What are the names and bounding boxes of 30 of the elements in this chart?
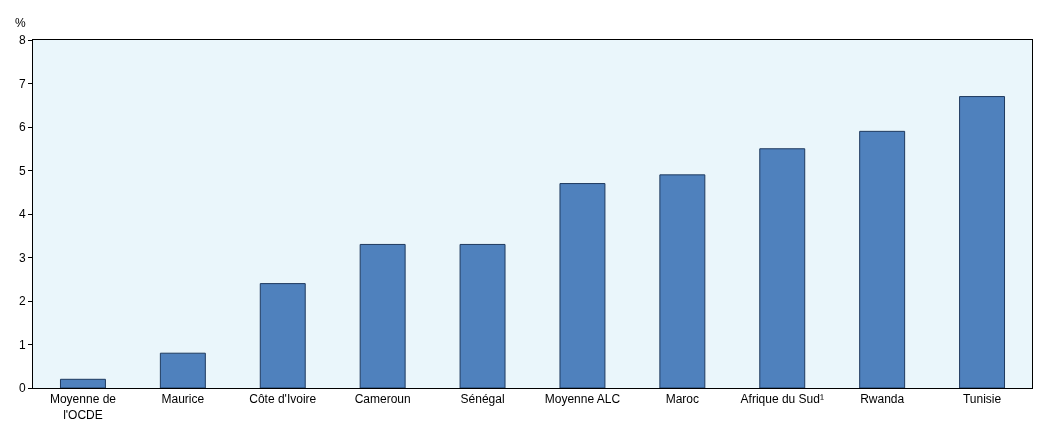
bar <box>259 283 306 388</box>
x-tick-label: Maurice <box>161 392 205 407</box>
x-tick-label: Moyenne de l'OCDE <box>49 392 117 422</box>
bar <box>359 243 406 388</box>
x-tick-label: Côte d'Ivoire <box>249 392 317 407</box>
x-tick-label: Moyenne ALC <box>544 392 621 407</box>
x-tick-label: Rwanda <box>860 392 905 407</box>
y-tick-label: 3 <box>18 250 26 265</box>
x-tick-label: Tunisie <box>962 392 1002 407</box>
x-tick-label: Cameroun <box>354 392 411 407</box>
bar <box>559 183 606 388</box>
y-tick-label: 5 <box>18 163 26 178</box>
bar <box>59 378 106 388</box>
y-tick-label: 0 <box>18 381 26 396</box>
x-tick-label: Maroc <box>665 392 700 407</box>
bar <box>859 130 906 388</box>
y-tick-label: 2 <box>18 294 26 309</box>
y-axis-title: % <box>15 16 26 30</box>
bar <box>659 174 706 388</box>
y-tick-label: 7 <box>18 76 26 91</box>
x-tick-label: Afrique du Sud¹ <box>740 392 824 407</box>
y-tick-label: 1 <box>18 337 26 352</box>
y-tick-label: 4 <box>18 207 26 222</box>
bar <box>959 96 1006 388</box>
bar <box>759 148 806 388</box>
bar <box>459 243 506 388</box>
y-tick-label: 8 <box>18 33 26 48</box>
x-tick-label: Sénégal <box>460 392 505 407</box>
y-tick-label: 6 <box>18 120 26 135</box>
bar <box>159 352 206 388</box>
